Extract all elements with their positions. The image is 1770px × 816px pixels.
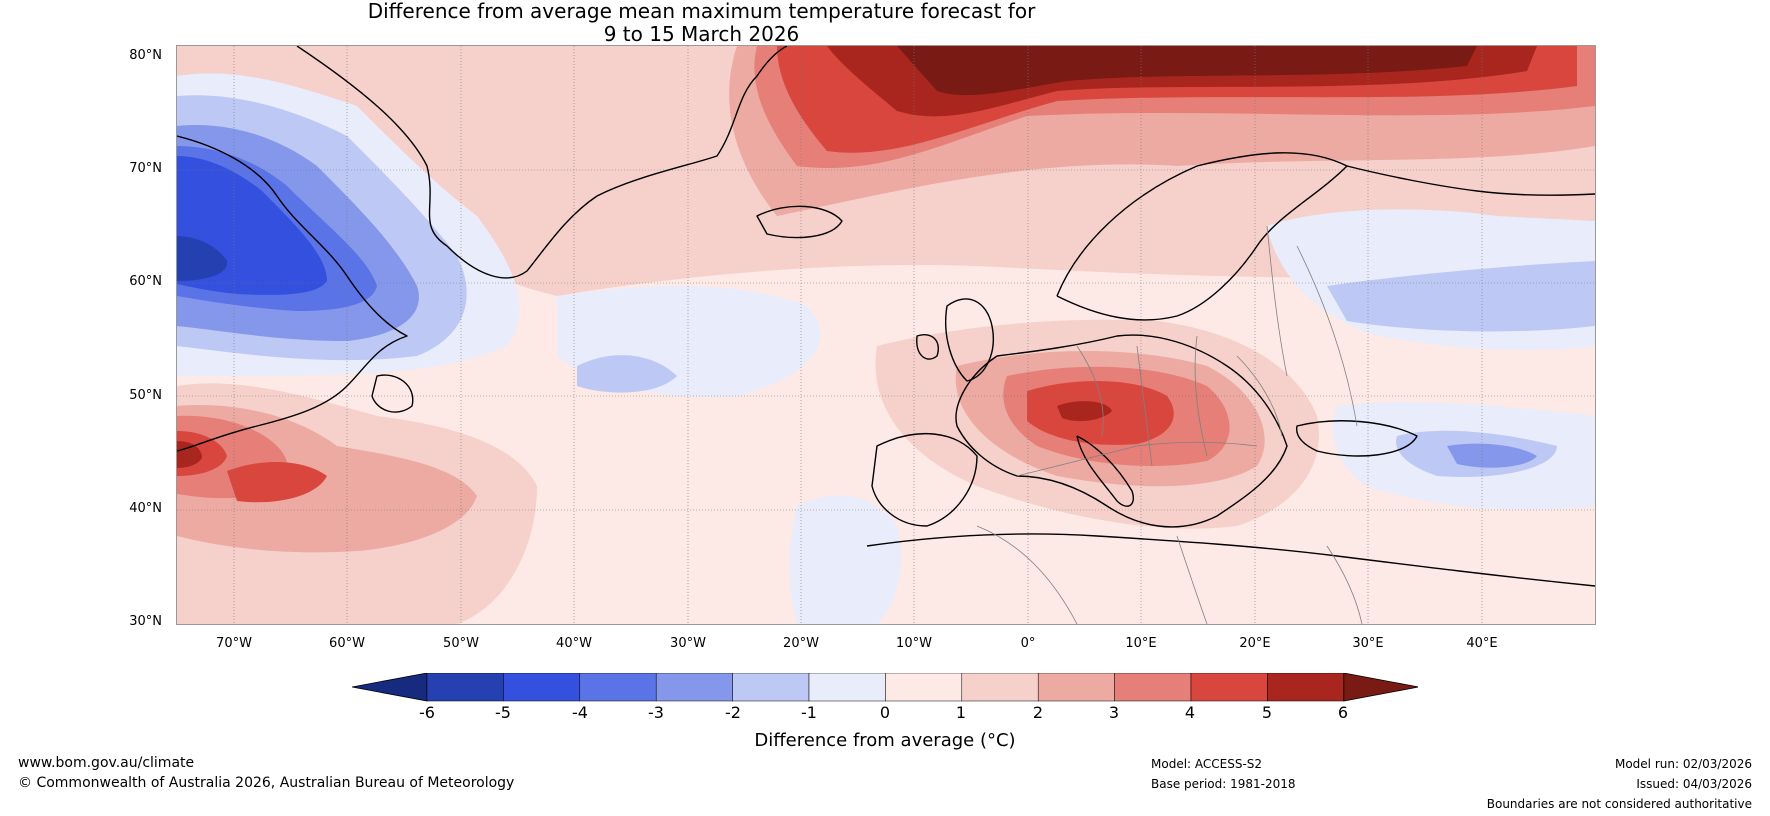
colorbar-extend-high: [1343, 673, 1418, 702]
footer-model-run: Model run: 02/03/2026: [1614, 757, 1752, 771]
colorbar-segment: [1267, 673, 1345, 702]
lat-label-50n: 50°N: [129, 388, 162, 403]
colorbar-tick-1: 1: [955, 703, 967, 722]
colorbar-segment: [1037, 673, 1115, 702]
footer-issued: Issued: 04/03/2026: [1636, 777, 1752, 791]
colorbar-segment: [503, 673, 581, 702]
colorbar-segment: [732, 673, 810, 702]
lat-label-80n: 80°N: [129, 48, 162, 63]
colorbar-segment: [961, 673, 1039, 702]
colorbar-tick-minus-1: -1: [801, 703, 817, 722]
lon-label-30e: 30°E: [1352, 636, 1384, 651]
colorbar-segment: [655, 673, 733, 702]
lat-label-40n: 40°N: [129, 501, 162, 516]
colorbar-tick-5: 5: [1261, 703, 1273, 722]
lat-label-70n: 70°N: [129, 161, 162, 176]
lon-label-40e: 40°E: [1466, 636, 1498, 651]
colorbar-tick-4: 4: [1184, 703, 1196, 722]
colorbar-tick-2: 2: [1032, 703, 1044, 722]
lon-label-20e: 20°E: [1239, 636, 1271, 651]
lon-label-10w: 10°W: [896, 636, 932, 651]
title-line-1: Difference from average mean maximum tem…: [367, 0, 1036, 23]
lat-label-30n: 30°N: [129, 614, 162, 629]
lon-label-10e: 10°E: [1125, 636, 1157, 651]
lat-label-60n: 60°N: [129, 274, 162, 289]
colorbar-segment: [1190, 673, 1268, 702]
colorbar-tick-6: 6: [1337, 703, 1349, 722]
footer-model: Model: ACCESS-S2: [1151, 757, 1263, 771]
colorbar-tick-0: 0: [879, 703, 891, 722]
map-title: Difference from average mean maximum tem…: [0, 0, 1403, 46]
lon-label-30w: 30°W: [670, 636, 706, 651]
colorbar-segment: [426, 673, 504, 702]
footer-copyright: © Commonwealth of Australia 2026, Austra…: [18, 775, 515, 791]
colorbar-label: Difference from average (°C): [754, 730, 1016, 751]
footer-website: www.bom.gov.au/climate: [18, 755, 195, 771]
colorbar-segment: [579, 673, 657, 702]
colorbar-tick-minus-3: -3: [648, 703, 664, 722]
title-line-2: 9 to 15 March 2026: [603, 22, 800, 46]
lon-label-0: 0°: [1020, 636, 1036, 651]
colorbar-segment: [1114, 673, 1192, 702]
colorbar-segment: [808, 673, 886, 702]
colorbar-tick-minus-6: -6: [419, 703, 435, 722]
lon-label-60w: 60°W: [329, 636, 365, 651]
colorbar-tick-minus-2: -2: [725, 703, 741, 722]
map-svg: [177, 46, 1595, 624]
lon-label-50w: 50°W: [443, 636, 479, 651]
colorbar-segment: [885, 673, 963, 702]
colorbar-extend-low: [352, 673, 428, 702]
colorbar-tick-minus-4: -4: [572, 703, 588, 722]
footer-disclaimer: Boundaries are not considered authoritat…: [1486, 797, 1752, 811]
colorbar: [352, 673, 1418, 702]
lon-label-40w: 40°W: [556, 636, 592, 651]
colorbar-tick-3: 3: [1108, 703, 1120, 722]
lon-label-70w: 70°W: [216, 636, 252, 651]
footer-base-period: Base period: 1981-2018: [1151, 777, 1296, 791]
colorbar-tick-minus-5: -5: [495, 703, 511, 722]
lon-label-20w: 20°W: [783, 636, 819, 651]
forecast-map: [176, 45, 1596, 625]
